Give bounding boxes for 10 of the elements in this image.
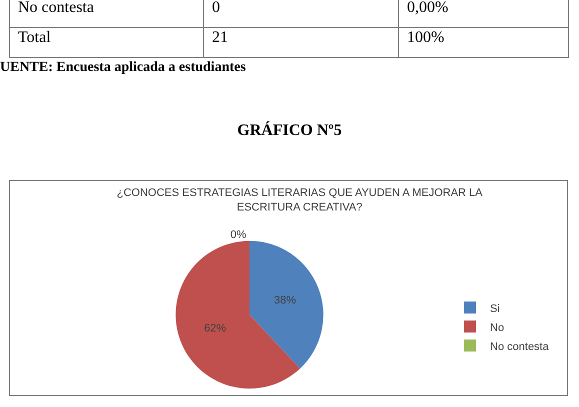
text: 0%: [230, 228, 246, 241]
chart-title: ¿CONOCES ESTRATEGIAS LITERARIAS QUE AYUDEN A MEJORAR LA ESCRITURA CREATIVA?: [116, 186, 484, 214]
legend-label: No contesta: [490, 340, 550, 353]
data-label: 62%: [204, 322, 226, 334]
table: No contesta 0 0,00% Total 21 100%: [9, 0, 569, 58]
legend-label: No: [490, 322, 504, 334]
data-label: 38%: [274, 294, 296, 307]
text: GRÁFICO Nº5: [236, 122, 343, 140]
legend-label: Si: [490, 302, 500, 315]
text: UENTE: Encuesta aplicada a estudiantes: [0, 60, 246, 76]
